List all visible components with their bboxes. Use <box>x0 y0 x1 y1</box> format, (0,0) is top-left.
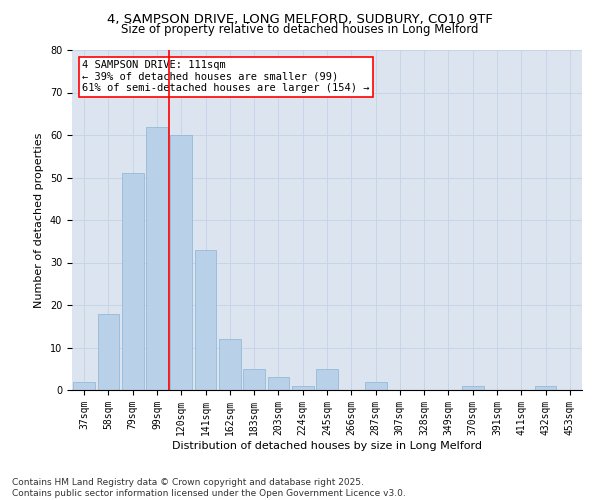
Text: 4, SAMPSON DRIVE, LONG MELFORD, SUDBURY, CO10 9TF: 4, SAMPSON DRIVE, LONG MELFORD, SUDBURY,… <box>107 12 493 26</box>
Bar <box>170 135 192 390</box>
Text: Size of property relative to detached houses in Long Melford: Size of property relative to detached ho… <box>121 22 479 36</box>
Bar <box>146 126 168 390</box>
Bar <box>243 369 265 390</box>
Bar <box>194 250 217 390</box>
Bar <box>97 314 119 390</box>
Bar <box>365 382 386 390</box>
Bar <box>535 386 556 390</box>
Bar <box>292 386 314 390</box>
X-axis label: Distribution of detached houses by size in Long Melford: Distribution of detached houses by size … <box>172 440 482 450</box>
Bar <box>219 339 241 390</box>
Bar <box>462 386 484 390</box>
Y-axis label: Number of detached properties: Number of detached properties <box>34 132 44 308</box>
Text: 4 SAMPSON DRIVE: 111sqm
← 39% of detached houses are smaller (99)
61% of semi-de: 4 SAMPSON DRIVE: 111sqm ← 39% of detache… <box>82 60 370 94</box>
Bar <box>316 369 338 390</box>
Bar <box>73 382 95 390</box>
Bar <box>268 378 289 390</box>
Text: Contains HM Land Registry data © Crown copyright and database right 2025.
Contai: Contains HM Land Registry data © Crown c… <box>12 478 406 498</box>
Bar <box>122 174 143 390</box>
